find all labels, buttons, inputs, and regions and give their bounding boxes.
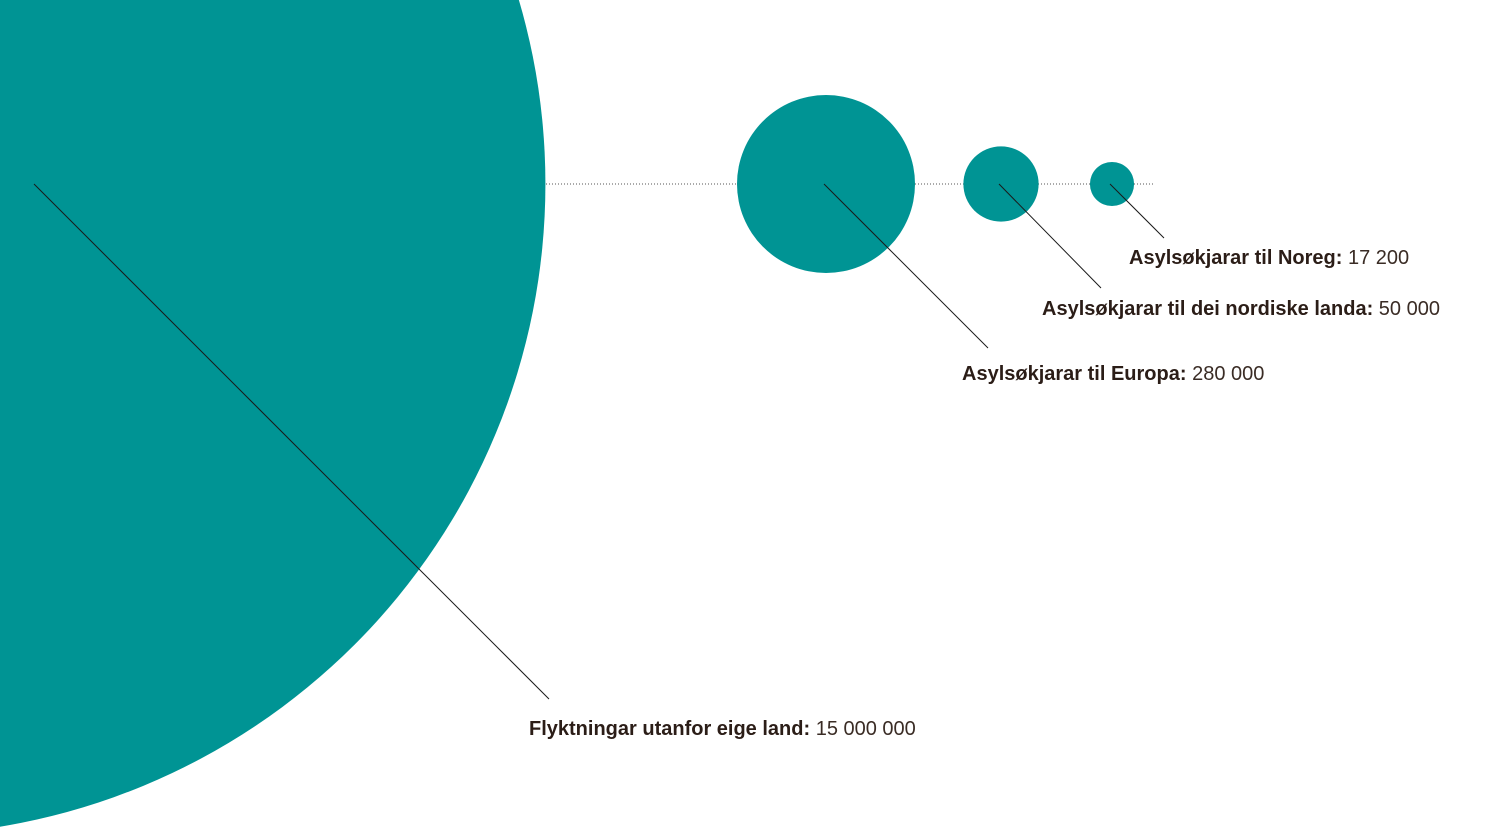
label-europe: Asylsøkjarar til Europa: 280 000	[962, 362, 1264, 386]
label-norway-value: 17 200	[1347, 247, 1410, 269]
leader-line-nordic	[998, 183, 1102, 289]
bubble-refugees	[0, 0, 546, 827]
bubble-europe	[737, 95, 915, 273]
label-europe-value: 280 000	[1192, 363, 1265, 385]
label-europe-name: Asylsøkjarar til Europa:	[962, 363, 1187, 385]
label-norway-name: Asylsøkjarar til Noreg:	[1129, 247, 1343, 269]
label-refugees: Flyktningar utanfor eige land: 15 000 00…	[529, 717, 916, 741]
bubble-nordic	[963, 146, 1039, 222]
label-nordic: Asylsøkjarar til dei nordiske landa: 50 …	[1042, 297, 1440, 321]
label-nordic-value: 50 000	[1378, 298, 1440, 320]
leader-line-norway	[1109, 183, 1165, 239]
bubble-norway	[1089, 161, 1135, 207]
label-nordic-name: Asylsøkjarar til dei nordiske landa:	[1042, 298, 1374, 320]
leader-line-refugees	[33, 183, 550, 700]
label-refugees-name: Flyktningar utanfor eige land:	[529, 718, 811, 740]
label-norway: Asylsøkjarar til Noreg: 17 200	[1129, 246, 1409, 270]
leader-line-europe	[823, 183, 989, 349]
label-refugees-value: 15 000 000	[815, 718, 916, 740]
